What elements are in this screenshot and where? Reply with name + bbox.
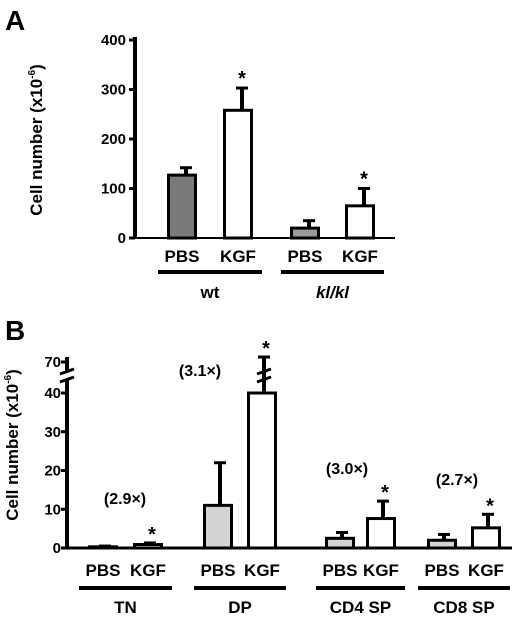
b-significance-star: *	[262, 338, 270, 360]
a-significance-star: *	[360, 169, 368, 191]
a-y-tick-label: 300	[101, 82, 126, 99]
a-bar	[345, 204, 375, 240]
b-category-label: PBS	[323, 561, 358, 580]
b-bar	[247, 391, 277, 550]
b-y-tick-label: 30	[44, 424, 61, 441]
b-category-label: PBS	[425, 561, 460, 580]
a-group-label: kl/kl	[316, 283, 350, 302]
b-error-break	[256, 375, 272, 384]
a-bar	[167, 173, 197, 240]
a-bar	[290, 226, 320, 240]
b-group-label: DP	[228, 598, 252, 617]
a-category-label: KGF	[220, 247, 256, 266]
b-category-label: PBS	[201, 561, 236, 580]
a-y-tick-label: 0	[118, 230, 126, 247]
b-bar	[203, 503, 233, 550]
b-group-label: CD8 SP	[433, 598, 494, 617]
b-y-tick-label: 0	[53, 540, 61, 557]
b-fold-change: (2.9×)	[104, 491, 146, 508]
b-category-label: KGF	[130, 561, 166, 580]
b-error-break	[256, 367, 272, 376]
a-y-tick-label: 100	[101, 181, 126, 198]
a-y-tick-label: 400	[101, 32, 126, 49]
b-y-tick-label: 70	[44, 354, 61, 371]
b-category-label: PBS	[86, 561, 121, 580]
a-category-label: PBS	[288, 247, 323, 266]
b-significance-star: *	[381, 482, 389, 504]
b-bar	[366, 517, 396, 550]
b-y-tick-label: 20	[44, 463, 61, 480]
b-significance-star: *	[486, 495, 494, 517]
a-group-label: wt	[200, 283, 220, 302]
b-significance-star: *	[148, 524, 156, 546]
a-bar	[223, 108, 253, 240]
b-fold-change: (2.7×)	[436, 472, 478, 489]
b-category-label: KGF	[244, 561, 280, 580]
a-y-axis-label: Cell number (x10-6)	[27, 64, 46, 216]
b-fold-change: (3.1×)	[179, 363, 221, 380]
a-category-label: PBS	[165, 247, 200, 266]
b-fold-change: (3.0×)	[326, 461, 368, 478]
a-significance-star: *	[238, 68, 246, 90]
chart-a: Cell number (x10-6)0100200300400PBS*KGFw…	[27, 32, 395, 302]
a-category-label: KGF	[342, 247, 378, 266]
chart-b: Cell number (x10-6) 0 10 20 30 40 70 PBS * KGF (2.…	[3, 338, 512, 617]
b-group-label: CD4 SP	[330, 598, 391, 617]
panel-a-label: A	[5, 5, 25, 36]
a-y-tick-label: 200	[101, 131, 126, 148]
b-y-tick-label: 40	[44, 385, 61, 402]
b-y-axis-label: Cell number (x10-6)	[3, 369, 22, 521]
b-bar	[471, 526, 501, 550]
b-axis-break	[59, 367, 75, 376]
b-axis-break	[59, 375, 75, 384]
b-group-label: TN	[114, 598, 137, 617]
b-y-tick-label: 10	[44, 501, 61, 518]
panel-b-label: B	[5, 315, 25, 346]
b-category-label: KGF	[363, 561, 399, 580]
b-category-label: KGF	[468, 561, 504, 580]
